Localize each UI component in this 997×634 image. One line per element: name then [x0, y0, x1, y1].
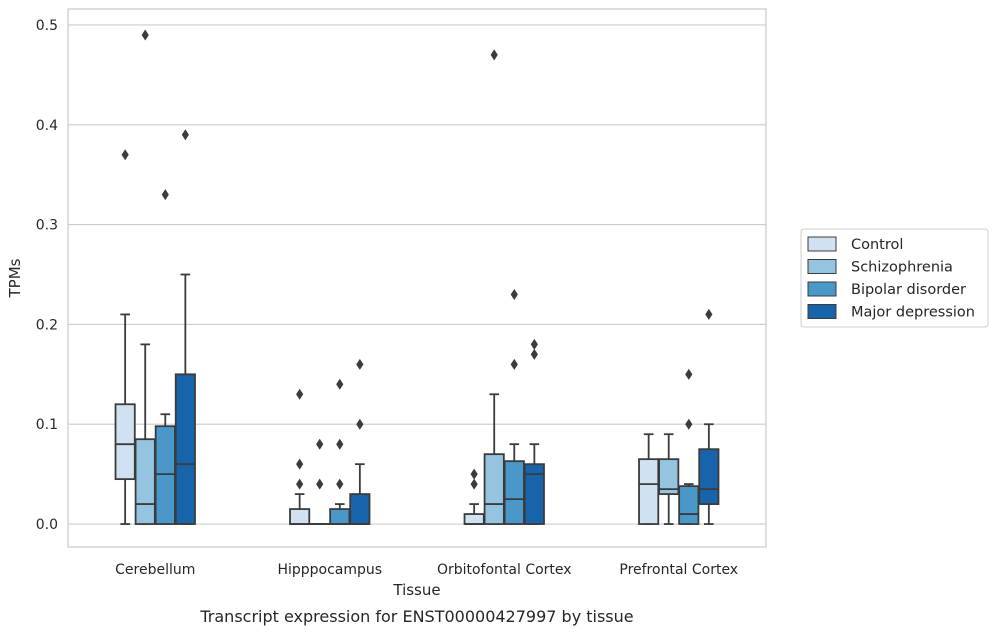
x-tick-label: Hipppocampus: [277, 562, 382, 578]
legend-swatch: [807, 304, 837, 319]
box-iqr: [329, 508, 351, 525]
figure-caption: Transcript expression for ENST0000042799…: [199, 607, 633, 626]
outlier-point: [316, 438, 324, 450]
box-iqr: [523, 463, 545, 525]
y-axis-ticks: 0.0 0.1 0.2 0.3 0.4 0.5: [36, 18, 58, 533]
box-3-2: [678, 368, 700, 525]
legend-swatch: [807, 281, 837, 297]
box-iqr: [174, 373, 196, 525]
legend-label: Control: [851, 237, 903, 253]
box-iqr: [503, 460, 525, 525]
outlier-point: [530, 338, 538, 350]
outlier-point: [356, 418, 364, 430]
box-0-1: [134, 29, 156, 525]
legend: Control Schizophrenia Bipolar disorder Majo…: [800, 228, 989, 328]
box-iqr: [678, 485, 700, 525]
outlier-point: [490, 49, 498, 61]
outlier-point: [296, 388, 304, 400]
outlier-point: [336, 378, 344, 390]
box-1-3: [349, 358, 371, 525]
legend-label: Schizophrenia: [851, 260, 953, 276]
box-2-0: [463, 468, 485, 525]
box-2-3: [523, 338, 545, 525]
outlier-point: [121, 149, 129, 161]
y-tick-label: 0.1: [36, 417, 58, 433]
outlier-point: [510, 288, 518, 300]
box-iqr: [154, 425, 176, 525]
outlier-point: [470, 468, 478, 480]
box-iqr: [698, 448, 720, 505]
box-3-3: [698, 308, 720, 525]
plot-frame: [67, 8, 767, 548]
outlier-point: [510, 358, 518, 370]
x-tick-label: Orbitofontal Cortex: [437, 562, 572, 578]
y-tick-label: 0.2: [36, 317, 58, 333]
boxes-layer: [114, 29, 720, 525]
x-axis-ticks: Cerebellum Hipppocampus Orbitofontal Corte…: [115, 562, 738, 578]
outlier-point: [705, 308, 713, 320]
box-1-2: [329, 378, 351, 525]
outlier-point: [356, 358, 364, 370]
box-0-0: [114, 149, 136, 525]
outlier-point: [181, 129, 189, 141]
outlier-point: [530, 348, 538, 360]
outlier-point: [296, 478, 304, 490]
legend-frame: [800, 228, 989, 328]
y-tick-label: 0.3: [36, 218, 58, 234]
x-tick-label: Cerebellum: [115, 562, 195, 578]
box-iqr: [483, 453, 505, 525]
outlier-point: [161, 189, 169, 201]
box-iqr: [349, 493, 371, 525]
box-3-0: [638, 433, 660, 525]
outlier-point: [141, 29, 149, 41]
y-tick-label: 0.5: [36, 18, 58, 34]
box-0-2: [154, 189, 176, 525]
outlier-point: [336, 438, 344, 450]
outlier-point: [316, 478, 324, 490]
x-tick-label: Prefrontal Cortex: [619, 562, 738, 578]
box-2-1: [483, 49, 505, 525]
outlier-point: [470, 478, 478, 490]
x-axis-label: Tissue: [392, 581, 440, 599]
box-iqr: [658, 458, 680, 495]
y-tick-label: 0.4: [36, 118, 58, 134]
outlier-point: [685, 368, 693, 380]
box-iqr: [134, 438, 156, 525]
legend-label: Major depression: [851, 305, 975, 321]
box-0-3: [174, 129, 196, 525]
legend-swatch: [807, 259, 837, 274]
legend-swatch: [807, 236, 837, 252]
box-iqr: [114, 403, 136, 481]
box-iqr: [289, 508, 311, 525]
y-axis-label: TPMs: [6, 258, 24, 298]
box-iqr: [638, 458, 660, 525]
outlier-point: [685, 418, 693, 430]
box-3-1: [658, 433, 680, 525]
outlier-point: [296, 458, 304, 470]
box-1-0: [289, 388, 311, 525]
y-tick-label: 0.0: [36, 517, 58, 533]
box-1-1: [309, 438, 331, 525]
legend-label: Bipolar disorder: [851, 282, 966, 298]
box-iqr: [463, 513, 485, 525]
outlier-point: [336, 478, 344, 490]
